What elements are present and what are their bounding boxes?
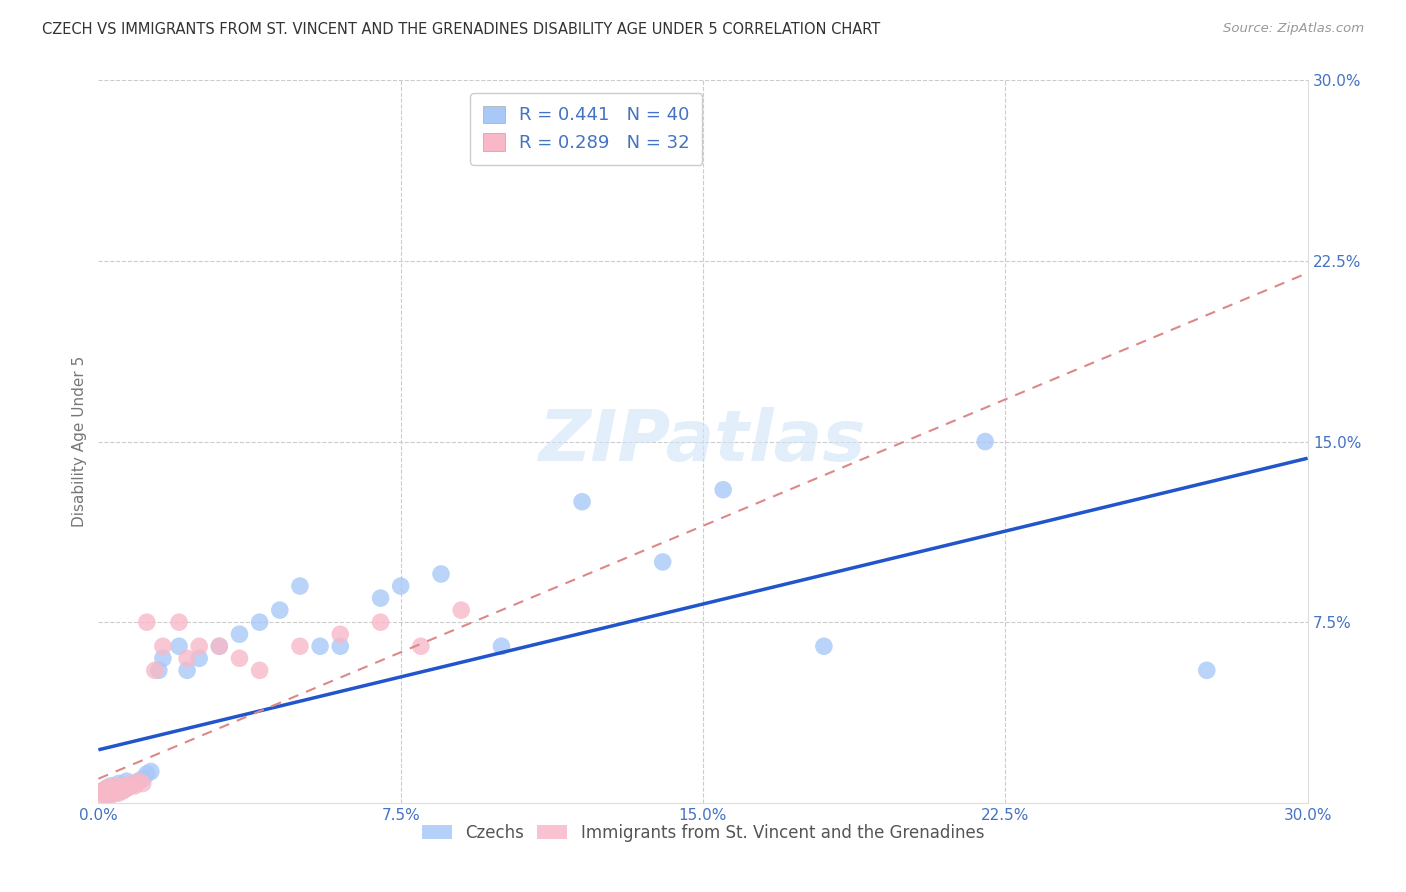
Point [329, 639, 352, 653]
Text: ZIPatlas: ZIPatlas [540, 407, 866, 476]
Point [128, 774, 150, 789]
Point [288, 639, 311, 653]
Point [139, 764, 162, 779]
Point [115, 781, 138, 796]
Point [103, 779, 125, 793]
Point [124, 776, 146, 790]
Point [491, 639, 513, 653]
Point [409, 639, 432, 653]
Point [120, 779, 142, 793]
Point [96, 781, 118, 796]
Point [450, 603, 472, 617]
Point [132, 776, 155, 790]
Point [115, 774, 138, 789]
Point [389, 579, 412, 593]
Point [135, 615, 157, 630]
Point [100, 779, 122, 793]
Point [370, 591, 392, 605]
Point [813, 639, 835, 653]
Point [288, 579, 311, 593]
Point [651, 555, 673, 569]
Point [103, 784, 125, 798]
Point [96, 789, 118, 803]
Point [115, 781, 138, 796]
Point [107, 786, 129, 800]
Point [167, 639, 190, 653]
Point [249, 615, 271, 630]
Point [100, 781, 122, 796]
Point [249, 664, 271, 678]
Point [430, 567, 453, 582]
Point [111, 779, 134, 793]
Point [176, 664, 198, 678]
Point [176, 651, 198, 665]
Point [107, 776, 129, 790]
Point [91, 784, 114, 798]
Point [329, 627, 352, 641]
Point [107, 781, 129, 796]
Point [571, 494, 593, 508]
Point [132, 772, 155, 786]
Legend: Czechs, Immigrants from St. Vincent and the Grenadines: Czechs, Immigrants from St. Vincent and … [415, 817, 991, 848]
Text: Source: ZipAtlas.com: Source: ZipAtlas.com [1223, 22, 1364, 36]
Text: CZECH VS IMMIGRANTS FROM ST. VINCENT AND THE GRENADINES DISABILITY AGE UNDER 5 C: CZECH VS IMMIGRANTS FROM ST. VINCENT AND… [42, 22, 880, 37]
Point [974, 434, 997, 449]
Point [111, 784, 134, 798]
Point [124, 779, 146, 793]
Point [208, 639, 231, 653]
Point [228, 627, 250, 641]
Point [103, 784, 125, 798]
Point [309, 639, 332, 653]
Point [188, 651, 211, 665]
Point [148, 664, 170, 678]
Point [1195, 664, 1218, 678]
Point [152, 651, 174, 665]
Point [120, 776, 142, 790]
Point [103, 786, 125, 800]
Point [91, 786, 114, 800]
Point [96, 786, 118, 800]
Y-axis label: Disability Age Under 5: Disability Age Under 5 [72, 356, 87, 527]
Point [370, 615, 392, 630]
Point [100, 786, 122, 800]
Point [269, 603, 291, 617]
Point [711, 483, 734, 497]
Point [128, 774, 150, 789]
Point [111, 784, 134, 798]
Point [188, 639, 211, 653]
Point [100, 789, 122, 803]
Point [143, 664, 166, 678]
Point [107, 781, 129, 796]
Point [91, 784, 114, 798]
Point [135, 767, 157, 781]
Point [152, 639, 174, 653]
Point [208, 639, 231, 653]
Point [91, 789, 114, 803]
Point [96, 781, 118, 796]
Point [167, 615, 190, 630]
Point [228, 651, 250, 665]
